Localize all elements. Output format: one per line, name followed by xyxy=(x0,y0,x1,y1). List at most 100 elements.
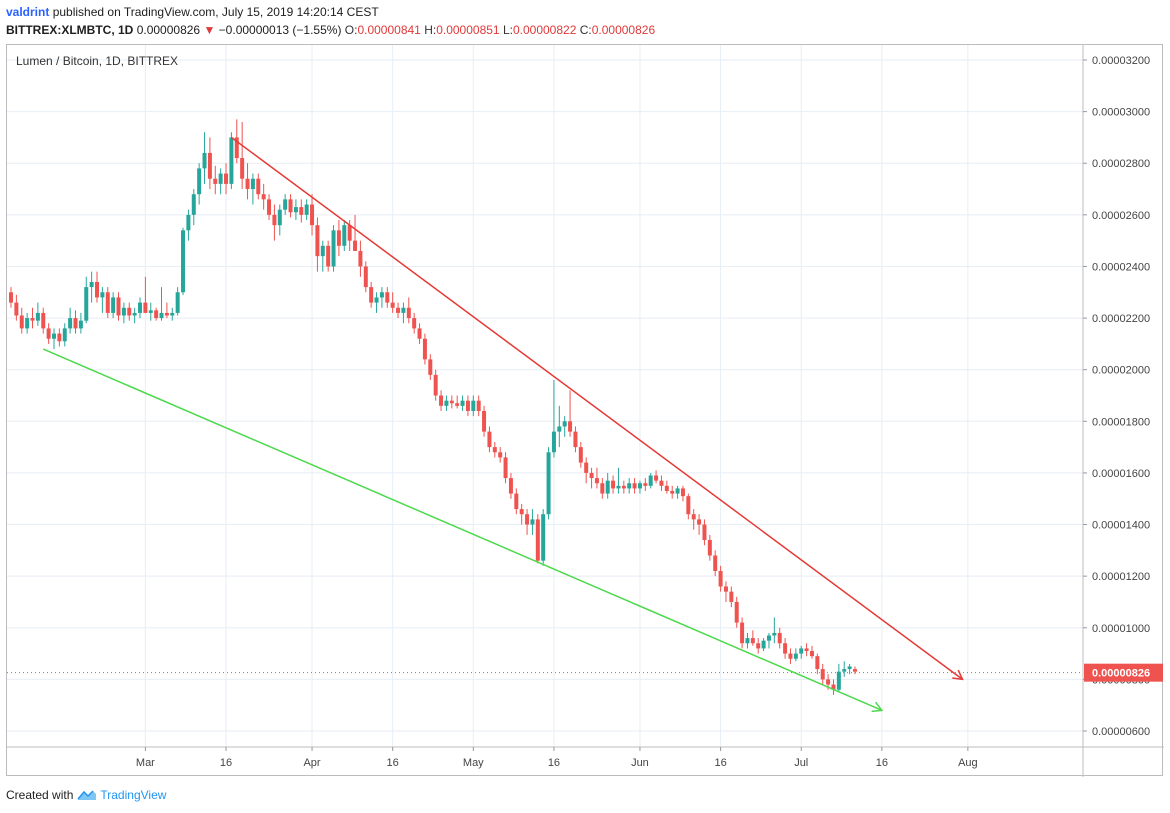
chart-frame[interactable]: 0.00003200 0.00003000 0.00002800 0.00002600… xyxy=(6,44,1164,777)
y-tick-label: 0.00002200 xyxy=(1092,313,1150,325)
candle-body xyxy=(783,643,788,654)
candle xyxy=(353,214,358,251)
x-tick-label: 16 xyxy=(714,757,726,769)
candle-body xyxy=(514,493,519,510)
upper-trendline[interactable] xyxy=(230,136,964,681)
candle xyxy=(842,661,847,677)
candle xyxy=(406,297,411,324)
candle xyxy=(256,173,261,200)
candle-body xyxy=(605,480,610,494)
candle-body xyxy=(707,540,712,556)
candle xyxy=(35,302,40,326)
candle-body xyxy=(664,485,669,491)
candle xyxy=(562,416,567,437)
high-label: H: xyxy=(424,23,437,37)
candle-body xyxy=(826,679,831,685)
candle-body xyxy=(444,400,449,406)
candle-body xyxy=(95,281,100,298)
candle-body xyxy=(224,173,229,184)
candle xyxy=(750,630,755,646)
candle-body xyxy=(326,245,331,267)
candle xyxy=(557,405,562,448)
candle-body xyxy=(578,447,583,463)
candle-body xyxy=(487,431,492,448)
candle-body xyxy=(159,312,164,319)
candle-body xyxy=(406,307,411,319)
candle-body xyxy=(14,302,19,316)
candle-body xyxy=(181,230,186,293)
candle xyxy=(30,307,35,329)
candle xyxy=(224,163,229,195)
price-chart[interactable]: 0.00003200 0.00003000 0.00002800 0.00002600… xyxy=(7,45,1164,777)
trendlines[interactable] xyxy=(42,136,964,713)
candle xyxy=(46,323,51,344)
candle xyxy=(643,478,648,491)
y-tick-label: 0.00002800 xyxy=(1092,158,1150,170)
candle-body xyxy=(804,648,809,651)
candle xyxy=(186,209,191,241)
candle xyxy=(412,312,417,334)
candle-body xyxy=(702,524,707,541)
time-axis[interactable]: Mar 16 Apr 16 May 16 Jun 16 Jul 16 Aug xyxy=(136,747,978,769)
lower-trendline[interactable] xyxy=(42,348,884,713)
tradingview-link[interactable]: TradingView xyxy=(77,788,166,802)
candle xyxy=(809,645,814,659)
candle xyxy=(745,632,750,649)
candle xyxy=(697,514,702,535)
candle-body xyxy=(379,292,384,298)
candle-body xyxy=(573,431,578,448)
candle xyxy=(202,132,207,184)
candle-body xyxy=(170,312,175,316)
candle xyxy=(471,395,476,417)
x-tick-label: Jun xyxy=(631,757,649,769)
candle xyxy=(25,312,30,334)
candle xyxy=(78,312,83,334)
candle xyxy=(132,307,137,324)
candle xyxy=(551,380,556,458)
candle xyxy=(73,310,78,334)
y-tick-label: 0.00001000 xyxy=(1092,623,1150,635)
candle-body xyxy=(691,514,696,520)
candle-body xyxy=(46,328,51,339)
candle xyxy=(138,297,143,319)
candle xyxy=(847,663,852,675)
candle-body xyxy=(788,653,793,659)
candle xyxy=(659,475,664,491)
candle xyxy=(439,390,444,411)
candle xyxy=(799,645,804,659)
candle xyxy=(116,292,121,321)
candle xyxy=(148,302,153,321)
candle-body xyxy=(465,400,470,411)
candle-body xyxy=(78,320,83,329)
symbol-label: BITTREX:XLMBTC, 1D xyxy=(6,23,134,37)
candle xyxy=(218,168,223,195)
candle-body xyxy=(750,638,755,644)
candle xyxy=(84,276,89,324)
candle xyxy=(229,132,234,190)
candle-body xyxy=(132,312,137,316)
candle-body xyxy=(396,307,401,313)
candle-body xyxy=(439,395,444,406)
low-label: L: xyxy=(502,23,513,37)
candle xyxy=(568,390,573,437)
price-axis[interactable]: 0.00003200 0.00003000 0.00002800 0.00002600… xyxy=(1083,55,1163,738)
candle xyxy=(670,485,675,499)
candle xyxy=(729,586,734,608)
author-name[interactable]: valdrint xyxy=(6,5,50,19)
candle xyxy=(62,323,67,347)
candle-body xyxy=(336,230,341,246)
candle xyxy=(331,225,336,272)
candle-body xyxy=(68,318,73,329)
candle xyxy=(310,194,315,236)
candle-body xyxy=(127,307,132,316)
high-value: 0.00000851 xyxy=(436,23,500,37)
candle xyxy=(272,204,277,241)
candle xyxy=(14,294,19,321)
candle-body xyxy=(460,400,465,406)
candle-body xyxy=(761,640,766,649)
ohlc-header: BITTREX:XLMBTC, 1D 0.00000826 ▼ −0.00000… xyxy=(6,23,655,37)
candle xyxy=(514,488,519,515)
candle-body xyxy=(19,315,24,329)
open-label: O: xyxy=(344,23,358,37)
candle xyxy=(342,220,347,251)
